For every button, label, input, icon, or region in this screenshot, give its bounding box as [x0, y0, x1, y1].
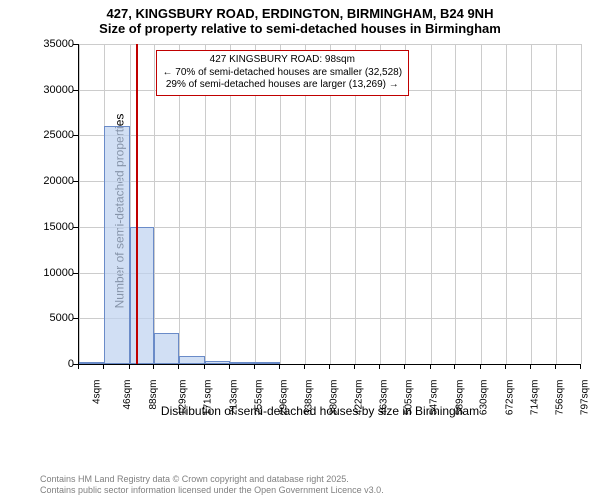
y-tick-label: 15000	[43, 221, 74, 233]
x-tick-label: 797sqm	[579, 380, 590, 416]
x-tick	[153, 364, 154, 369]
x-tick	[454, 364, 455, 369]
histogram-bar	[104, 126, 129, 364]
x-tick	[178, 364, 179, 369]
x-tick	[254, 364, 255, 369]
chart-area: Number of semi-detached properties 427 K…	[60, 44, 580, 414]
histogram-bar	[179, 356, 204, 364]
gridline-v	[506, 44, 507, 364]
gridline-v	[581, 44, 582, 364]
annotation-box: 427 KINGSBURY ROAD: 98sqm← 70% of semi-d…	[156, 50, 410, 96]
gridline-v	[531, 44, 532, 364]
x-tick	[530, 364, 531, 369]
property-marker-line	[136, 44, 138, 364]
x-tick	[279, 364, 280, 369]
gridline-v	[431, 44, 432, 364]
chart-container: 427, KINGSBURY ROAD, ERDINGTON, BIRMINGH…	[0, 0, 600, 500]
x-tick	[505, 364, 506, 369]
x-tick	[103, 364, 104, 369]
annotation-line3: 29% of semi-detached houses are larger (…	[163, 79, 403, 92]
plot-region: 427 KINGSBURY ROAD: 98sqm← 70% of semi-d…	[78, 44, 581, 365]
x-tick	[555, 364, 556, 369]
x-tick	[329, 364, 330, 369]
x-tick	[204, 364, 205, 369]
gridline-v	[79, 44, 80, 364]
y-tick-label: 35000	[43, 38, 74, 50]
x-tick	[354, 364, 355, 369]
y-tick-label: 5000	[50, 312, 74, 324]
histogram-bar	[205, 361, 230, 364]
x-tick	[404, 364, 405, 369]
x-tick	[78, 364, 79, 369]
histogram-bar	[130, 227, 155, 364]
footer-line2: Contains public sector information licen…	[40, 485, 384, 496]
annotation-line1: 427 KINGSBURY ROAD: 98sqm	[163, 54, 403, 67]
x-tick-label: 4sqm	[91, 380, 102, 404]
x-tick	[304, 364, 305, 369]
x-axis-label: Distribution of semi-detached houses by …	[60, 404, 580, 418]
x-tick	[580, 364, 581, 369]
histogram-bar	[255, 362, 280, 364]
gridline-v	[455, 44, 456, 364]
y-tick-label: 30000	[43, 84, 74, 96]
x-tick	[129, 364, 130, 369]
footer-line1: Contains HM Land Registry data © Crown c…	[40, 474, 384, 485]
gridline-v	[481, 44, 482, 364]
x-tick	[229, 364, 230, 369]
histogram-bar	[154, 333, 179, 364]
footer-attribution: Contains HM Land Registry data © Crown c…	[40, 474, 384, 496]
x-tick	[430, 364, 431, 369]
y-tick-label: 10000	[43, 267, 74, 279]
y-tick-label: 20000	[43, 175, 74, 187]
chart-title-line1: 427, KINGSBURY ROAD, ERDINGTON, BIRMINGH…	[0, 0, 600, 21]
y-tick-label: 0	[68, 358, 74, 370]
histogram-bar	[230, 362, 255, 364]
y-tick-label: 25000	[43, 129, 74, 141]
x-tick	[480, 364, 481, 369]
x-tick	[379, 364, 380, 369]
chart-title-line2: Size of property relative to semi-detach…	[0, 21, 600, 36]
gridline-v	[556, 44, 557, 364]
annotation-line2: ← 70% of semi-detached houses are smalle…	[163, 67, 403, 80]
histogram-bar	[79, 362, 104, 364]
